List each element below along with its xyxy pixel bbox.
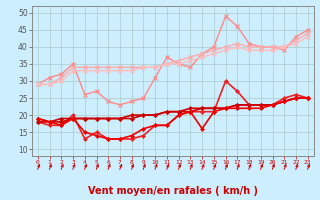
Text: Vent moyen/en rafales ( km/h ): Vent moyen/en rafales ( km/h ): [88, 186, 258, 196]
